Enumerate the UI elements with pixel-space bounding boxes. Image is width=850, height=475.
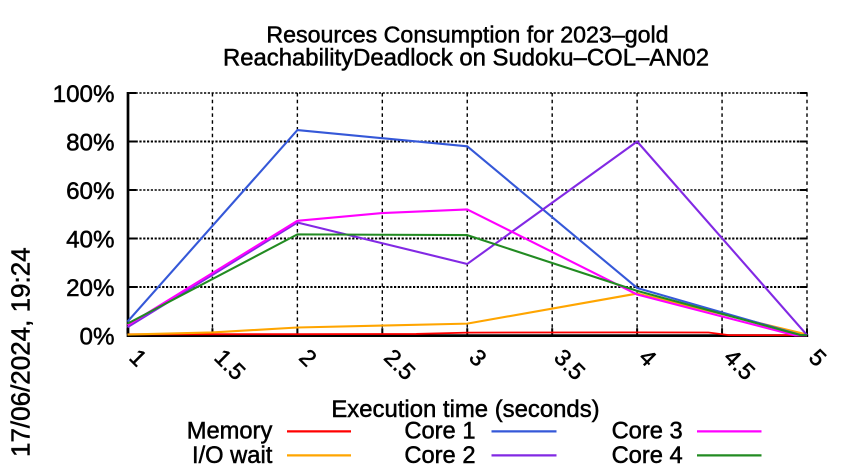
svg-text:80%: 80% bbox=[66, 129, 114, 156]
svg-text:Resources Consumption for 2023: Resources Consumption for 2023–gold bbox=[266, 21, 668, 47]
svg-text:ReachabilityDeadlock on Sudoku: ReachabilityDeadlock on Sudoku–COL–AN02 bbox=[223, 44, 709, 71]
svg-text:40%: 40% bbox=[66, 226, 114, 253]
svg-text:100%: 100% bbox=[53, 81, 115, 108]
svg-text:20%: 20% bbox=[66, 275, 114, 302]
svg-text:17/06/2024, 19:24: 17/06/2024, 19:24 bbox=[6, 247, 36, 457]
svg-text:Core 3: Core 3 bbox=[612, 419, 683, 445]
svg-text:Core 1: Core 1 bbox=[404, 419, 475, 445]
svg-text:0%: 0% bbox=[80, 323, 115, 350]
svg-text:60%: 60% bbox=[66, 178, 114, 205]
svg-text:Memory: Memory bbox=[187, 419, 273, 445]
svg-text:I/O wait: I/O wait bbox=[192, 443, 273, 469]
svg-text:Core 4: Core 4 bbox=[612, 443, 683, 469]
svg-text:Core 2: Core 2 bbox=[404, 443, 475, 469]
svg-text:Execution time (seconds): Execution time (seconds) bbox=[331, 396, 599, 423]
